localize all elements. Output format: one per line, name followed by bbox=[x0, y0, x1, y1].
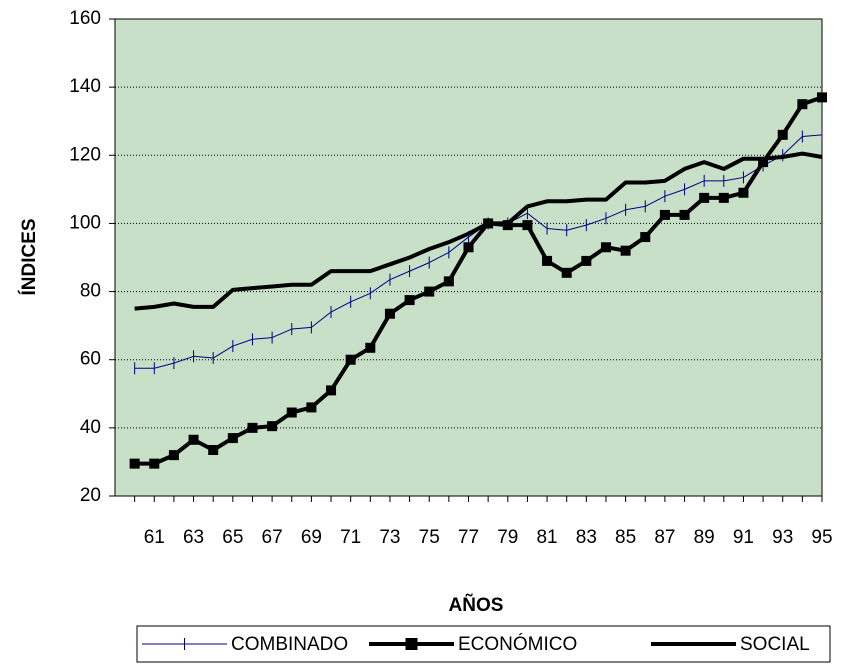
marker bbox=[149, 458, 160, 469]
x-tick-label: 69 bbox=[301, 527, 322, 548]
y-tick-label: 60 bbox=[80, 349, 101, 370]
marker bbox=[188, 434, 199, 445]
legend-label: COMBINADO bbox=[231, 634, 348, 655]
marker bbox=[345, 354, 356, 365]
marker bbox=[600, 242, 611, 253]
marker bbox=[286, 407, 297, 418]
x-tick-label: 73 bbox=[379, 527, 400, 548]
marker bbox=[620, 245, 631, 256]
marker bbox=[699, 192, 710, 203]
x-tick-label: 61 bbox=[144, 527, 165, 548]
marker bbox=[404, 295, 415, 306]
plot-area bbox=[114, 18, 823, 497]
x-tick-label: 67 bbox=[262, 527, 283, 548]
marker bbox=[247, 422, 258, 433]
x-tick-label: 87 bbox=[654, 527, 675, 548]
y-axis-label: ÍNDICES bbox=[18, 218, 40, 295]
marker bbox=[758, 157, 769, 168]
x-tick-label: 63 bbox=[183, 527, 204, 548]
x-tick-label: 71 bbox=[340, 527, 361, 548]
marker bbox=[443, 276, 454, 287]
marker bbox=[561, 267, 572, 278]
x-tick-label: 65 bbox=[222, 527, 243, 548]
x-tick-label: 75 bbox=[419, 527, 440, 548]
marker bbox=[738, 187, 749, 198]
legend-marker bbox=[405, 638, 418, 650]
marker bbox=[640, 232, 651, 243]
marker bbox=[168, 450, 179, 461]
x-tick-label: 89 bbox=[694, 527, 715, 548]
marker bbox=[365, 342, 376, 353]
marker bbox=[208, 445, 219, 456]
x-tick-label: 79 bbox=[497, 527, 518, 548]
marker bbox=[267, 421, 278, 432]
x-tick-label: 83 bbox=[576, 527, 597, 548]
x-axis-label: AÑOS bbox=[449, 594, 504, 616]
marker bbox=[777, 129, 788, 140]
y-tick-label: 40 bbox=[80, 417, 101, 438]
y-tick-label: 80 bbox=[80, 281, 101, 302]
marker bbox=[129, 458, 140, 469]
marker bbox=[384, 308, 395, 319]
marker bbox=[306, 402, 317, 413]
marker bbox=[424, 286, 435, 297]
marker bbox=[227, 433, 238, 444]
marker bbox=[463, 242, 474, 253]
series bbox=[134, 151, 823, 311]
legend-label: ECONÓMICO bbox=[458, 633, 577, 655]
marker bbox=[718, 192, 729, 203]
y-tick-label: 20 bbox=[80, 485, 101, 506]
marker bbox=[326, 385, 337, 396]
x-tick-label: 95 bbox=[811, 527, 832, 548]
marker bbox=[679, 209, 690, 220]
marker bbox=[522, 220, 533, 231]
marker bbox=[542, 255, 553, 266]
series-line bbox=[134, 151, 823, 311]
marker bbox=[581, 255, 592, 266]
y-tick-label: 120 bbox=[69, 144, 101, 165]
x-tick-label: 81 bbox=[536, 527, 557, 548]
x-tick-label: 77 bbox=[458, 527, 479, 548]
y-tick-label: 100 bbox=[69, 212, 101, 233]
x-tick-label: 91 bbox=[733, 527, 754, 548]
x-tick-label: 85 bbox=[615, 527, 636, 548]
marker bbox=[817, 92, 827, 103]
y-tick-label: 140 bbox=[69, 76, 101, 97]
marker bbox=[797, 99, 808, 110]
marker bbox=[659, 209, 670, 220]
y-tick-label: 160 bbox=[69, 8, 101, 29]
x-tick-label: 93 bbox=[772, 527, 793, 548]
legend-label: SOCIAL bbox=[740, 634, 810, 655]
